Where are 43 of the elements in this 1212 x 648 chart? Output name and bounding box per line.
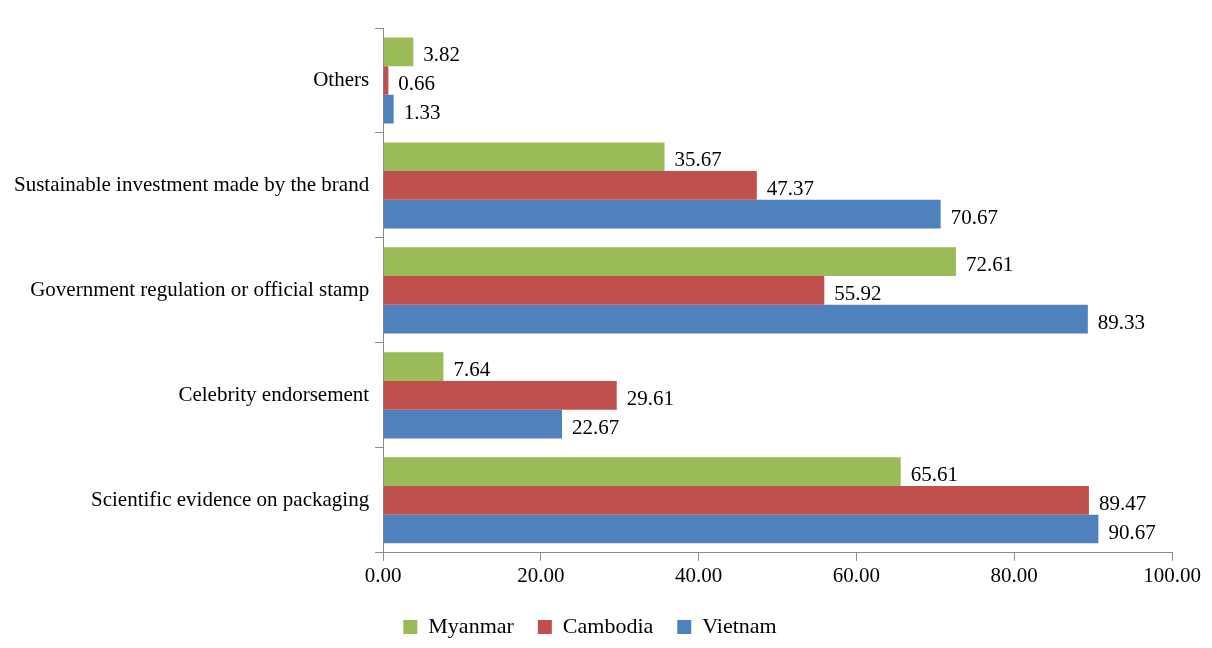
x-tick-label: 0.00 [364, 562, 402, 587]
bar [383, 199, 941, 229]
y-tick-label: Celebrity endorsement [178, 381, 370, 406]
y-tick-label: Government regulation or official stamp [30, 276, 370, 301]
x-tick-label: 40.00 [675, 562, 723, 587]
data-label: 0.66 [398, 71, 436, 95]
data-label: 3.82 [423, 42, 461, 67]
x-tick-label: 80.00 [990, 562, 1038, 587]
legend-label: Myanmar [428, 612, 515, 638]
bar [383, 409, 562, 439]
data-label: 22.67 [571, 414, 620, 439]
data-label: 55.92 [834, 280, 882, 305]
x-tick-label: 100.00 [1143, 562, 1201, 587]
x-tick-label: 20.00 [517, 562, 565, 587]
bar [383, 304, 1088, 334]
data-label: 70.67 [950, 204, 998, 229]
data-label: 89.47 [1098, 490, 1147, 515]
x-tick-label: 60.00 [832, 562, 881, 587]
legend-label: Cambodia [562, 612, 654, 638]
legend-label: Vietnam [702, 612, 777, 638]
bar [383, 485, 1089, 515]
data-label: 35.67 [674, 147, 722, 172]
data-label: 72.61 [965, 252, 1014, 277]
data-label: 90.67 [1108, 519, 1156, 544]
bar [383, 276, 825, 305]
bar [383, 514, 1099, 544]
bar [383, 381, 617, 410]
y-tick-label: Scientific evidence on packaging [91, 486, 370, 511]
bar [383, 171, 757, 200]
y-tick-label: Others [313, 67, 370, 91]
bar [383, 457, 901, 486]
bar [383, 247, 956, 277]
data-label: 47.37 [766, 175, 815, 200]
data-label: 29.61 [626, 385, 674, 410]
bar [383, 352, 444, 382]
data-label: 89.33 [1097, 309, 1146, 334]
bar [383, 94, 394, 124]
bar [383, 37, 414, 67]
data-label: 7.64 [453, 357, 491, 382]
bar [383, 142, 665, 172]
data-label: 1.33 [403, 99, 441, 124]
data-label: 65.61 [910, 462, 958, 487]
y-tick-label: Sustainable investment made by the brand [13, 171, 370, 196]
